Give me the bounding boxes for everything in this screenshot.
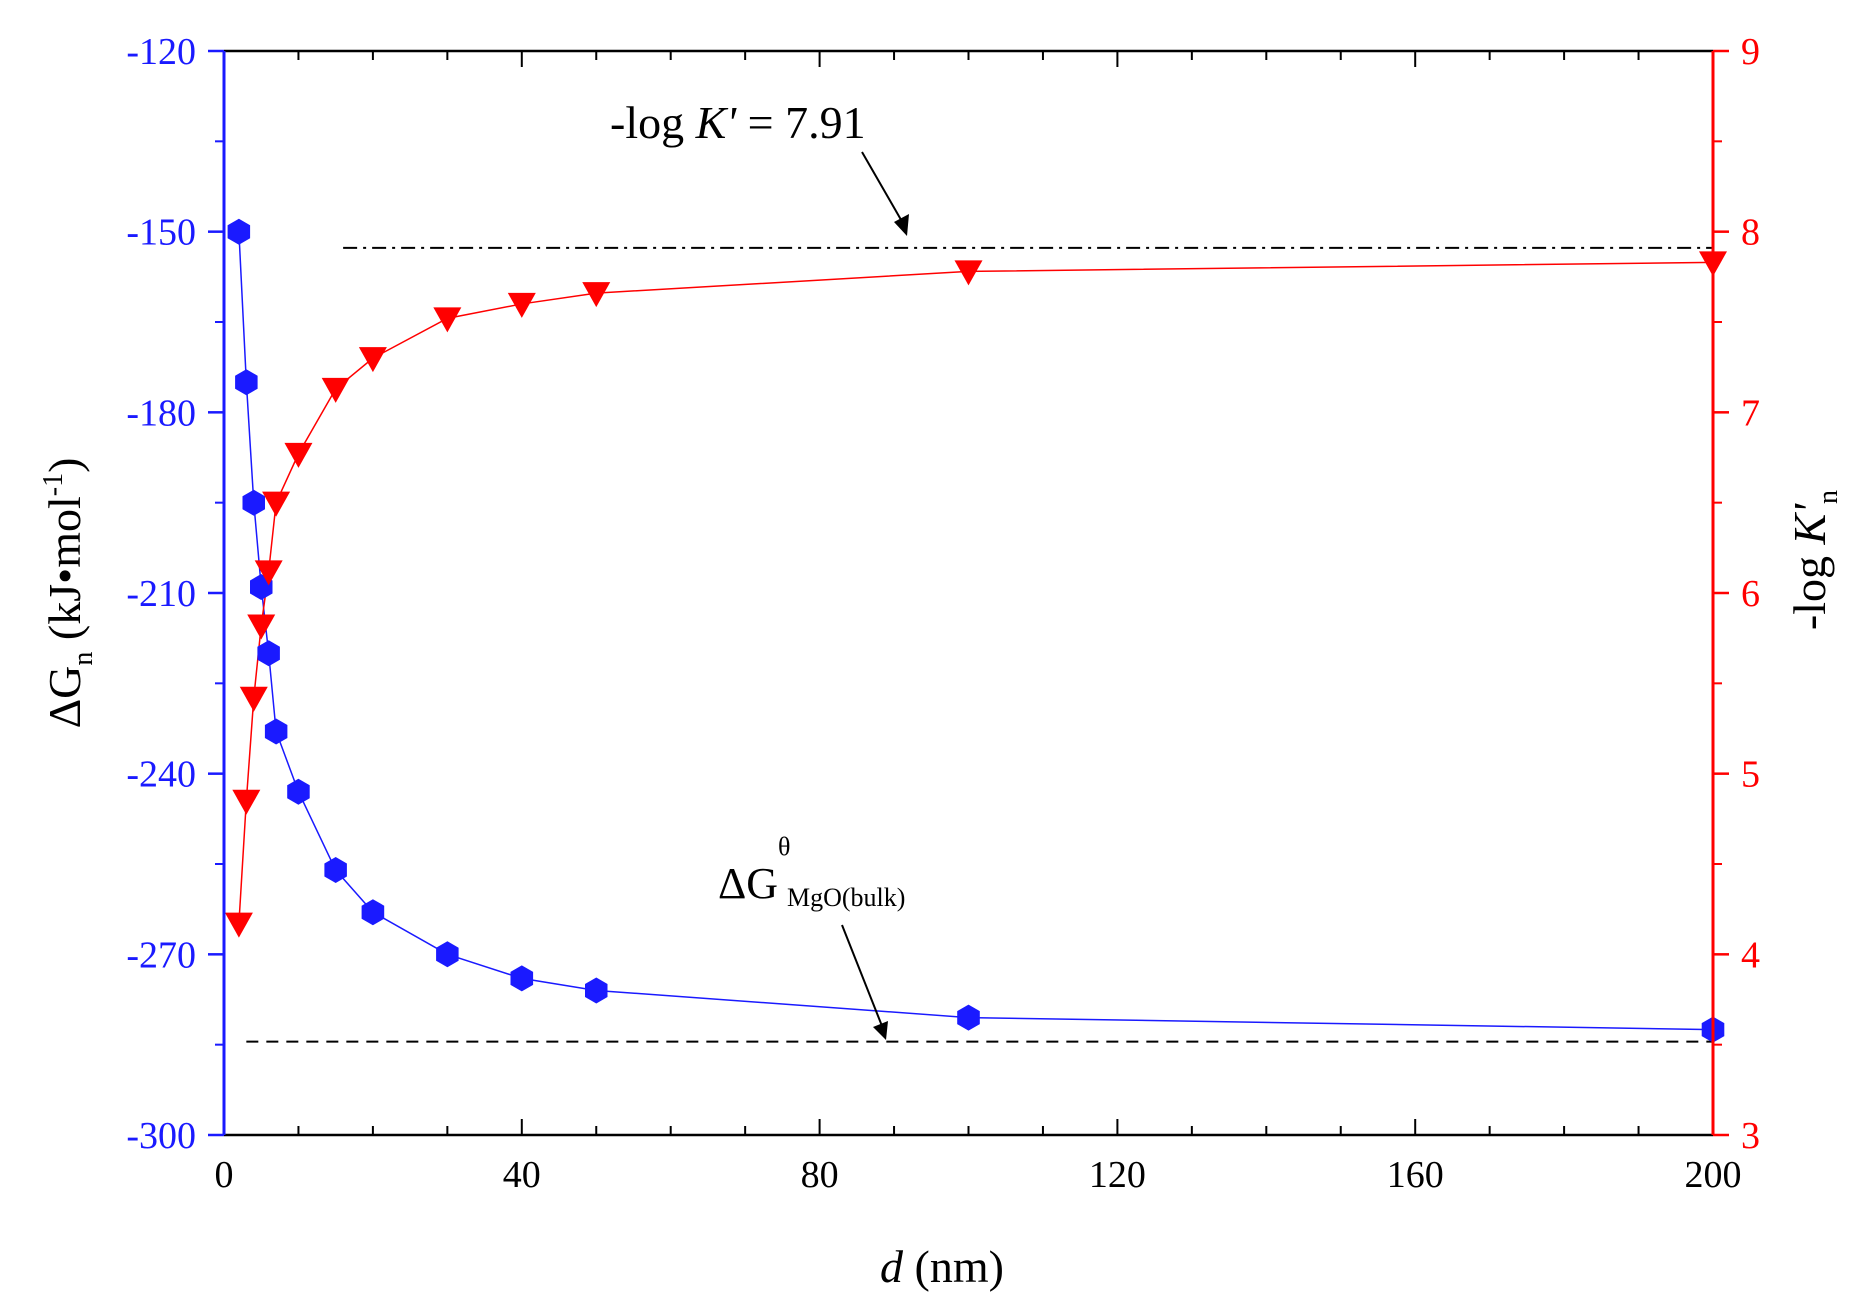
svg-text:-log K'n: -log K'n (1784, 490, 1844, 630)
triangle-marker (232, 789, 261, 815)
y-left-tick-label: -120 (126, 31, 196, 73)
x-tick-label: 200 (1685, 1154, 1742, 1196)
bulk-arrow (841, 924, 888, 1040)
x-tick-label: 120 (1089, 1154, 1146, 1196)
hexagon-marker (957, 1004, 980, 1031)
right-axis-title: -log K'n (1784, 490, 1844, 630)
bulk-annotation: ΔG θ MgO(bulk) (718, 832, 905, 912)
hexagon-marker (510, 965, 534, 992)
hexagon-marker (361, 899, 385, 926)
y-right-tick-label: 9 (1741, 31, 1760, 73)
x-tick-label: 80 (801, 1154, 839, 1196)
series-lines (238, 231, 1714, 1031)
y-right-tick-label: 6 (1741, 573, 1760, 615)
svg-text:ΔGn (kJ•mol-1): ΔGn (kJ•mol-1) (38, 458, 99, 729)
y-left-tick-label: -300 (126, 1115, 196, 1157)
y-left-tick-label: -240 (126, 754, 196, 796)
triangle-marker (224, 912, 253, 938)
hexagon-marker (235, 369, 258, 396)
triangle-marker (321, 377, 350, 403)
minor-ticks (208, 49, 1729, 1137)
data-markers (224, 218, 1727, 1043)
hexagon-marker (436, 941, 459, 968)
hexagon-marker (287, 778, 310, 805)
svg-text:θ: θ (778, 832, 790, 861)
logk-annotation: -log K' = 7.91 (610, 97, 866, 148)
hexagon-marker (257, 640, 280, 667)
hexagon-marker (242, 489, 265, 516)
svg-text:MgO(bulk): MgO(bulk) (787, 883, 905, 912)
y-left-tick-label: -210 (126, 573, 196, 615)
tick-labels: 0 40 80 120 160 200 -300 -270 -240 -210 -180 -150 -1… (126, 31, 1760, 1196)
triangle-marker (262, 491, 291, 517)
x-tick-label: 0 (215, 1154, 234, 1196)
x-tick-label: 160 (1387, 1154, 1444, 1196)
triangle-marker (284, 442, 313, 468)
hexagon-marker (585, 977, 608, 1004)
x-tick-label: 40 (503, 1154, 541, 1196)
y-right-tick-label: 7 (1741, 392, 1760, 434)
hexagon-marker (324, 857, 347, 883)
triangle-marker (582, 282, 611, 308)
y-left-tick-label: -150 (126, 212, 196, 254)
triangle-marker (507, 292, 536, 318)
series-line (238, 231, 1714, 1031)
x-axis-title: d (nm) (880, 1241, 1004, 1292)
triangle-marker (254, 560, 283, 586)
triangle-marker (954, 260, 983, 286)
y-right-tick-label: 8 (1741, 212, 1760, 254)
y-left-tick-label: -180 (126, 392, 196, 434)
y-right-tick-label: 5 (1741, 754, 1760, 796)
reference-lines (246, 246, 1713, 1043)
y-right-tick-label: 4 (1741, 934, 1760, 976)
triangle-marker (247, 614, 276, 640)
y-right-tick-label: 3 (1741, 1115, 1760, 1157)
left-axis-title: ΔGn (kJ•mol-1) (38, 458, 99, 729)
triangle-marker (433, 307, 462, 333)
y-left-tick-label: -270 (126, 934, 196, 976)
hexagon-marker (264, 718, 288, 745)
hexagon-marker (227, 218, 251, 245)
triangle-marker (239, 686, 268, 712)
svg-text:ΔG: ΔG (718, 859, 778, 908)
series-line (238, 261, 1714, 924)
logk-arrow (861, 151, 909, 236)
triangle-marker (358, 347, 387, 373)
